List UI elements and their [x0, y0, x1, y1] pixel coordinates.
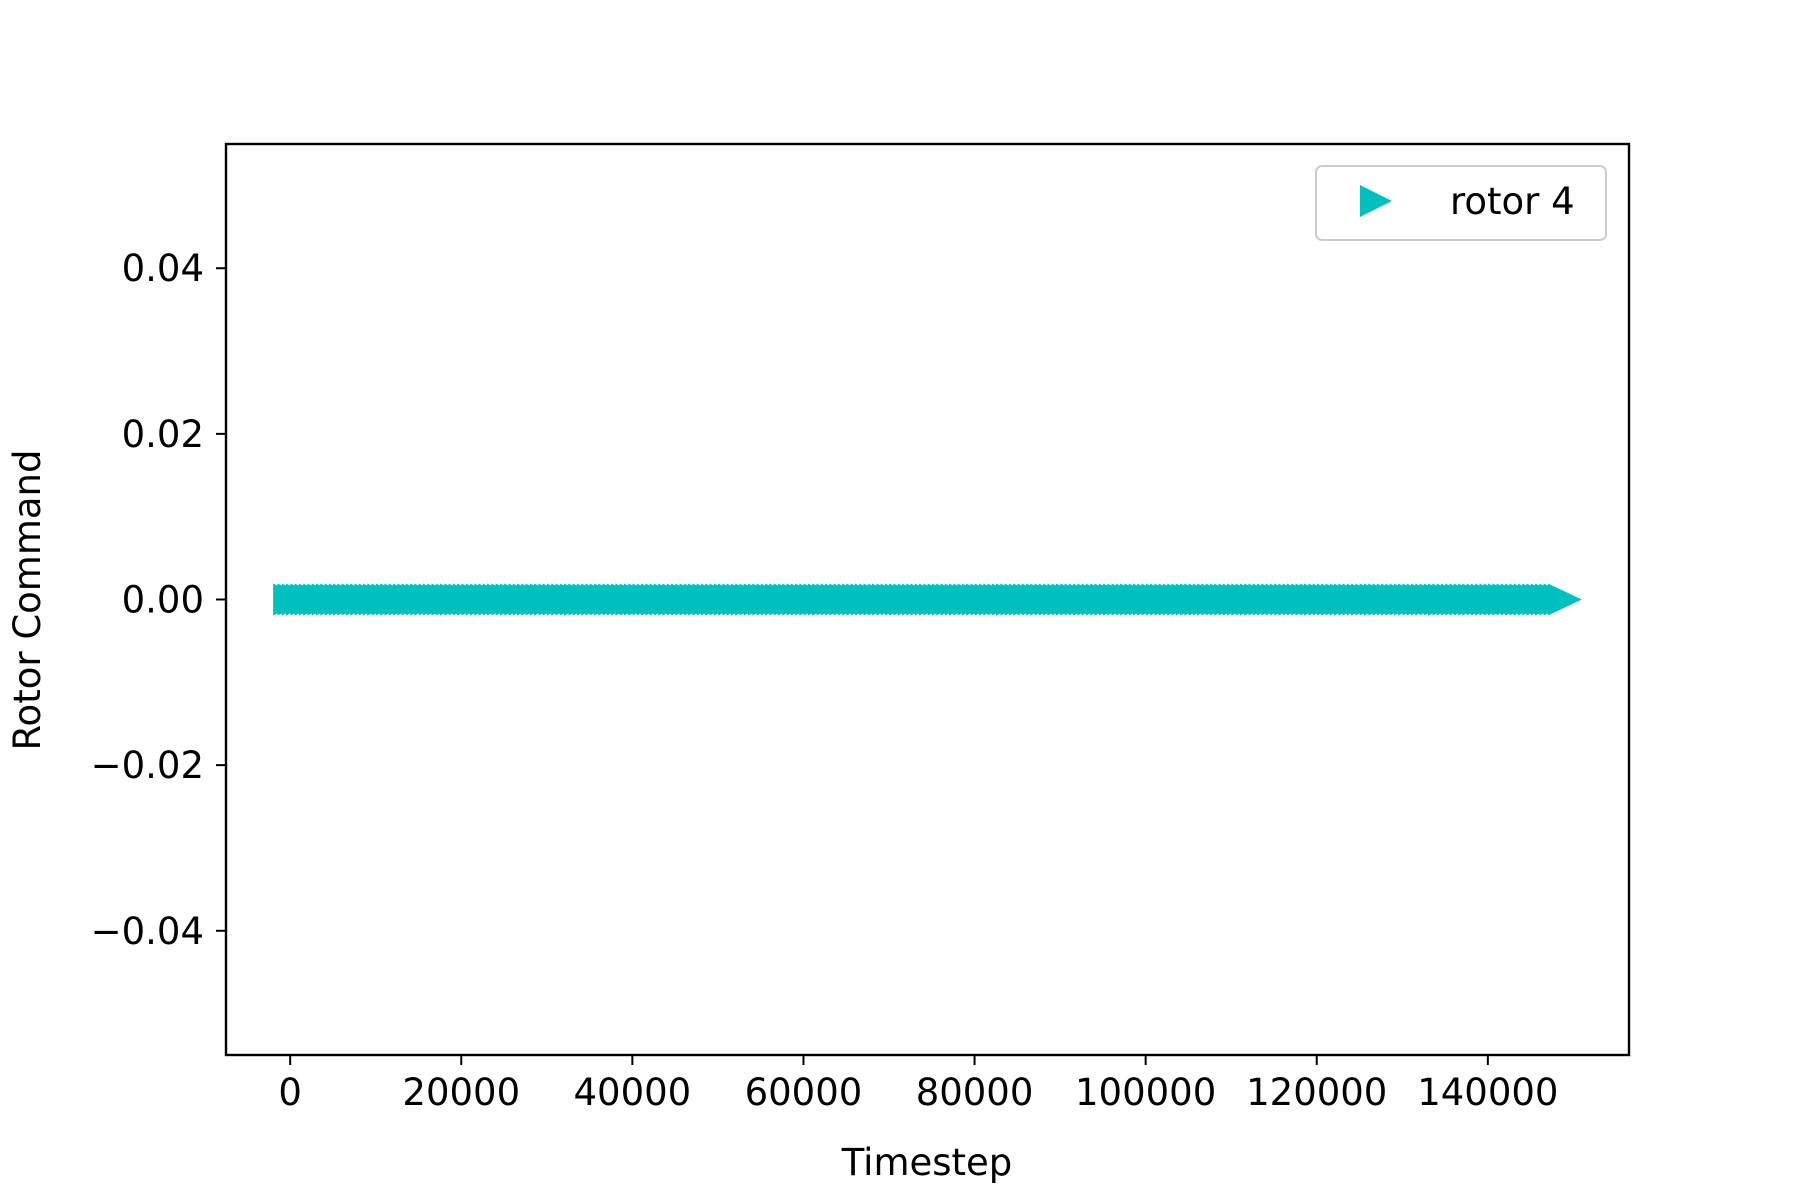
- x-tick-label: 100000: [1075, 1071, 1216, 1114]
- x-tick-label: 140000: [1417, 1071, 1558, 1114]
- data-point: [1547, 583, 1582, 616]
- legend-label-rotor-4: rotor 4: [1450, 180, 1575, 223]
- y-axis-label: Rotor Command: [6, 450, 49, 751]
- x-axis: 0 20000 40000 60000 80000 100000 120000 140000: [278, 1055, 1558, 1114]
- x-axis-label: Timestep: [841, 1141, 1013, 1184]
- y-tick-label: −0.04: [91, 910, 204, 953]
- legend-frame: [1315, 165, 1607, 241]
- x-tick-label: 20000: [402, 1071, 520, 1114]
- legend-marker-triangle-icon: [1360, 185, 1392, 217]
- y-tick-label: 0.02: [122, 413, 204, 456]
- y-tick-label: 0.00: [122, 579, 204, 622]
- legend: rotor 4: [1315, 165, 1607, 241]
- x-tick-label: 40000: [574, 1071, 692, 1114]
- x-tick-label: 0: [278, 1071, 302, 1114]
- data-markers: [273, 583, 1582, 616]
- x-tick-label: 80000: [916, 1071, 1034, 1114]
- x-tick-label: 60000: [745, 1071, 863, 1114]
- y-axis: −0.04 −0.02 0.00 0.02 0.04: [91, 247, 226, 953]
- y-tick-label: −0.02: [91, 744, 204, 787]
- x-tick-label: 120000: [1246, 1071, 1387, 1114]
- y-tick-label: 0.04: [122, 247, 204, 290]
